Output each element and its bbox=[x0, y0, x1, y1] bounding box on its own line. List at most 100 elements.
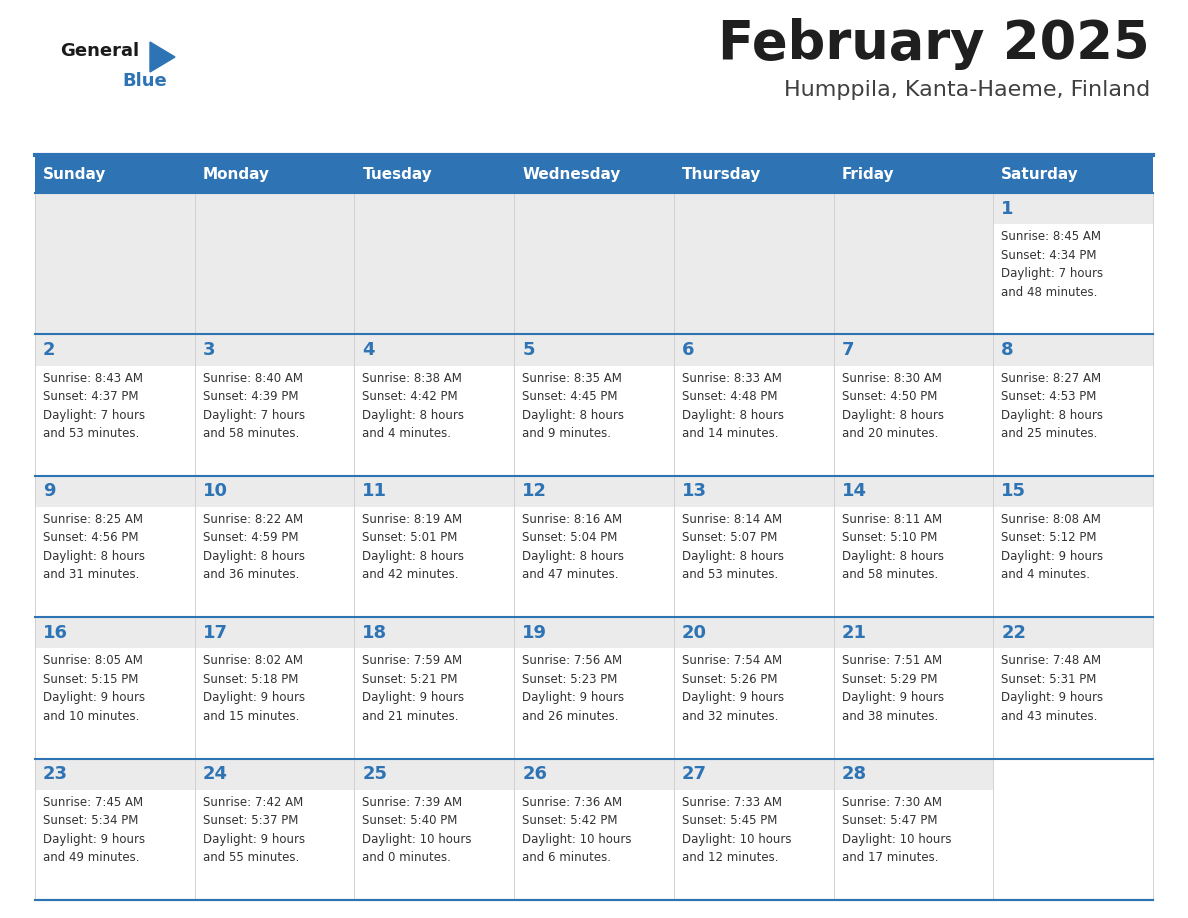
Bar bbox=[834, 476, 993, 507]
Text: 23: 23 bbox=[43, 766, 68, 783]
Text: 9: 9 bbox=[43, 482, 56, 500]
Text: Sunrise: 8:45 AM
Sunset: 4:34 PM
Daylight: 7 hours
and 48 minutes.: Sunrise: 8:45 AM Sunset: 4:34 PM Dayligh… bbox=[1001, 230, 1104, 298]
Bar bbox=[834, 476, 993, 617]
Text: 21: 21 bbox=[841, 623, 866, 642]
Bar bbox=[195, 476, 354, 617]
Bar bbox=[834, 617, 993, 648]
Text: 14: 14 bbox=[841, 482, 866, 500]
Text: Sunrise: 7:54 AM
Sunset: 5:26 PM
Daylight: 9 hours
and 32 minutes.: Sunrise: 7:54 AM Sunset: 5:26 PM Dayligh… bbox=[682, 655, 784, 722]
Text: 26: 26 bbox=[523, 766, 548, 783]
Text: Sunrise: 8:05 AM
Sunset: 5:15 PM
Daylight: 9 hours
and 10 minutes.: Sunrise: 8:05 AM Sunset: 5:15 PM Dayligh… bbox=[43, 655, 145, 722]
Text: Sunrise: 7:51 AM
Sunset: 5:29 PM
Daylight: 9 hours
and 38 minutes.: Sunrise: 7:51 AM Sunset: 5:29 PM Dayligh… bbox=[841, 655, 943, 722]
Bar bbox=[34, 334, 195, 476]
Bar bbox=[993, 193, 1154, 224]
Bar bbox=[354, 758, 514, 789]
Bar bbox=[195, 334, 354, 365]
Text: 5: 5 bbox=[523, 341, 535, 359]
Bar bbox=[674, 617, 834, 648]
Bar bbox=[993, 617, 1154, 648]
Text: 19: 19 bbox=[523, 623, 548, 642]
Bar bbox=[993, 476, 1154, 617]
Bar bbox=[354, 334, 514, 365]
Bar bbox=[674, 758, 834, 789]
Bar bbox=[354, 193, 514, 334]
Bar bbox=[514, 758, 674, 789]
Text: Sunrise: 8:16 AM
Sunset: 5:04 PM
Daylight: 8 hours
and 47 minutes.: Sunrise: 8:16 AM Sunset: 5:04 PM Dayligh… bbox=[523, 513, 624, 581]
Text: 13: 13 bbox=[682, 482, 707, 500]
Text: Sunrise: 7:59 AM
Sunset: 5:21 PM
Daylight: 9 hours
and 21 minutes.: Sunrise: 7:59 AM Sunset: 5:21 PM Dayligh… bbox=[362, 655, 465, 722]
Bar bbox=[34, 758, 195, 900]
Text: Sunrise: 7:33 AM
Sunset: 5:45 PM
Daylight: 10 hours
and 12 minutes.: Sunrise: 7:33 AM Sunset: 5:45 PM Dayligh… bbox=[682, 796, 791, 864]
Text: Sunrise: 8:19 AM
Sunset: 5:01 PM
Daylight: 8 hours
and 42 minutes.: Sunrise: 8:19 AM Sunset: 5:01 PM Dayligh… bbox=[362, 513, 465, 581]
Bar bbox=[195, 155, 354, 193]
Bar bbox=[34, 476, 195, 507]
Bar bbox=[34, 617, 195, 648]
Text: February 2025: February 2025 bbox=[719, 18, 1150, 70]
Bar bbox=[993, 193, 1154, 334]
Bar bbox=[195, 617, 354, 758]
Text: Sunrise: 7:56 AM
Sunset: 5:23 PM
Daylight: 9 hours
and 26 minutes.: Sunrise: 7:56 AM Sunset: 5:23 PM Dayligh… bbox=[523, 655, 624, 722]
Bar bbox=[195, 758, 354, 789]
Text: Sunrise: 8:14 AM
Sunset: 5:07 PM
Daylight: 8 hours
and 53 minutes.: Sunrise: 8:14 AM Sunset: 5:07 PM Dayligh… bbox=[682, 513, 784, 581]
Text: Sunrise: 7:36 AM
Sunset: 5:42 PM
Daylight: 10 hours
and 6 minutes.: Sunrise: 7:36 AM Sunset: 5:42 PM Dayligh… bbox=[523, 796, 632, 864]
Text: 24: 24 bbox=[203, 766, 228, 783]
Bar bbox=[195, 334, 354, 476]
Bar bbox=[993, 155, 1154, 193]
Text: 22: 22 bbox=[1001, 623, 1026, 642]
Bar bbox=[674, 334, 834, 365]
Text: Sunrise: 8:22 AM
Sunset: 4:59 PM
Daylight: 8 hours
and 36 minutes.: Sunrise: 8:22 AM Sunset: 4:59 PM Dayligh… bbox=[203, 513, 304, 581]
Text: 27: 27 bbox=[682, 766, 707, 783]
Text: Tuesday: Tuesday bbox=[362, 166, 432, 182]
Text: 11: 11 bbox=[362, 482, 387, 500]
Text: Humppila, Kanta-Haeme, Finland: Humppila, Kanta-Haeme, Finland bbox=[784, 80, 1150, 100]
Bar bbox=[514, 476, 674, 507]
Text: Sunrise: 7:39 AM
Sunset: 5:40 PM
Daylight: 10 hours
and 0 minutes.: Sunrise: 7:39 AM Sunset: 5:40 PM Dayligh… bbox=[362, 796, 472, 864]
Text: Blue: Blue bbox=[122, 72, 166, 90]
Bar bbox=[34, 155, 195, 193]
Text: 20: 20 bbox=[682, 623, 707, 642]
Bar bbox=[993, 334, 1154, 476]
Bar bbox=[993, 334, 1154, 365]
Bar bbox=[514, 334, 674, 476]
Text: 7: 7 bbox=[841, 341, 854, 359]
Polygon shape bbox=[150, 42, 175, 72]
Bar bbox=[354, 476, 514, 507]
Text: Sunrise: 8:25 AM
Sunset: 4:56 PM
Daylight: 8 hours
and 31 minutes.: Sunrise: 8:25 AM Sunset: 4:56 PM Dayligh… bbox=[43, 513, 145, 581]
Text: Sunrise: 7:48 AM
Sunset: 5:31 PM
Daylight: 9 hours
and 43 minutes.: Sunrise: 7:48 AM Sunset: 5:31 PM Dayligh… bbox=[1001, 655, 1104, 722]
Text: Sunrise: 7:42 AM
Sunset: 5:37 PM
Daylight: 9 hours
and 55 minutes.: Sunrise: 7:42 AM Sunset: 5:37 PM Dayligh… bbox=[203, 796, 305, 864]
Bar bbox=[514, 476, 674, 617]
Text: 12: 12 bbox=[523, 482, 548, 500]
Bar bbox=[674, 617, 834, 758]
Bar bbox=[34, 193, 195, 334]
Text: General: General bbox=[61, 42, 139, 60]
Bar bbox=[834, 334, 993, 476]
Text: 17: 17 bbox=[203, 623, 228, 642]
Bar bbox=[834, 155, 993, 193]
Text: 10: 10 bbox=[203, 482, 228, 500]
Text: Sunrise: 8:27 AM
Sunset: 4:53 PM
Daylight: 8 hours
and 25 minutes.: Sunrise: 8:27 AM Sunset: 4:53 PM Dayligh… bbox=[1001, 372, 1104, 440]
Bar bbox=[34, 476, 195, 617]
Bar bbox=[834, 617, 993, 758]
Bar bbox=[34, 758, 195, 789]
Text: 15: 15 bbox=[1001, 482, 1026, 500]
Text: Wednesday: Wednesday bbox=[523, 166, 620, 182]
Bar bbox=[195, 193, 354, 334]
Text: 4: 4 bbox=[362, 341, 375, 359]
Bar bbox=[354, 758, 514, 900]
Bar bbox=[993, 617, 1154, 758]
Bar bbox=[195, 758, 354, 900]
Bar bbox=[34, 334, 195, 365]
Bar bbox=[674, 334, 834, 476]
Bar bbox=[195, 476, 354, 507]
Bar bbox=[834, 758, 993, 789]
Bar bbox=[674, 476, 834, 617]
Text: Sunrise: 7:45 AM
Sunset: 5:34 PM
Daylight: 9 hours
and 49 minutes.: Sunrise: 7:45 AM Sunset: 5:34 PM Dayligh… bbox=[43, 796, 145, 864]
Bar bbox=[514, 334, 674, 365]
Bar bbox=[354, 617, 514, 648]
Bar bbox=[34, 617, 195, 758]
Bar bbox=[354, 334, 514, 476]
Text: Thursday: Thursday bbox=[682, 166, 762, 182]
Text: 28: 28 bbox=[841, 766, 867, 783]
Bar bbox=[514, 155, 674, 193]
Bar bbox=[834, 334, 993, 365]
